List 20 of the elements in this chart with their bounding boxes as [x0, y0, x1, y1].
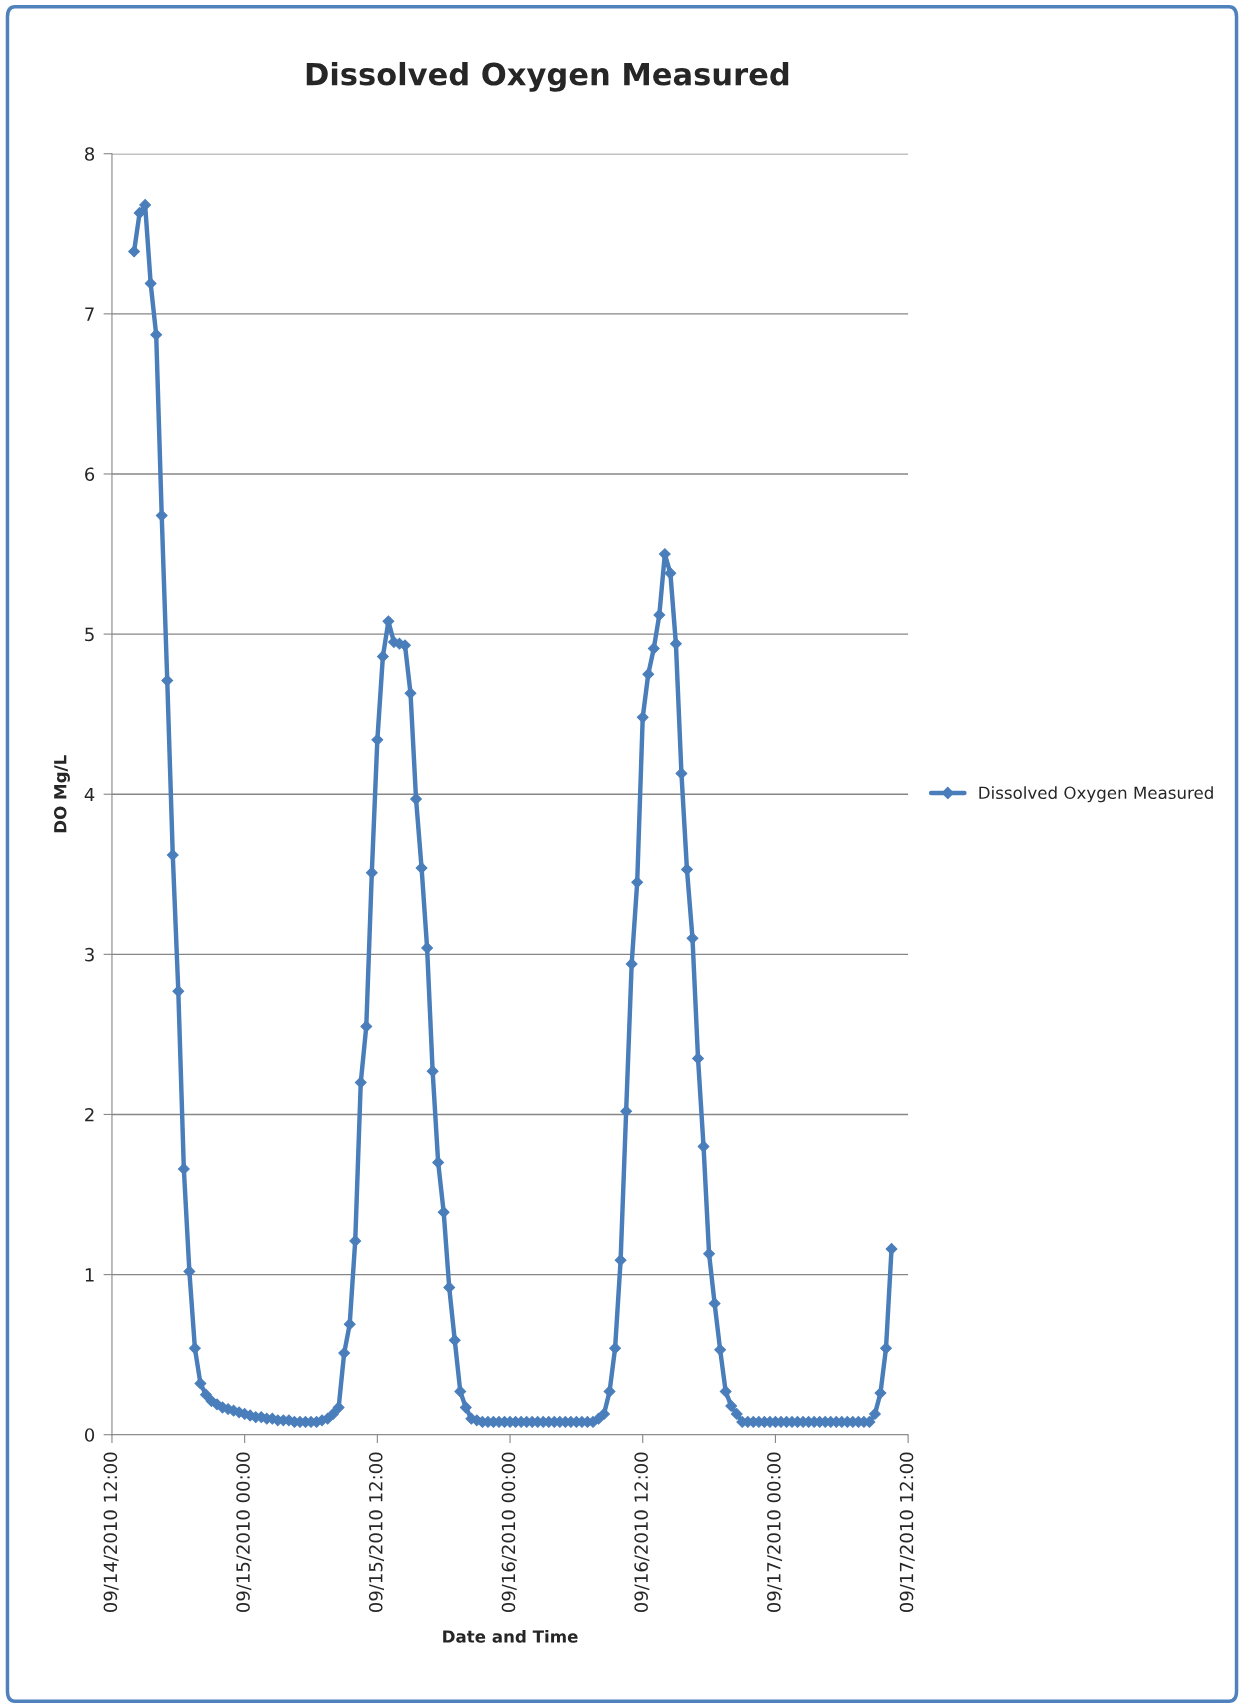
- y-tick-label: 8: [85, 147, 95, 161]
- y-tick-label: 1: [85, 1268, 94, 1282]
- x-tick-label: 09/17/2010 12:00: [899, 1452, 915, 1613]
- y-tick-label: 6: [85, 467, 95, 482]
- y-tick-label: 2: [85, 1107, 94, 1122]
- x-tick-label: 09/17/2010 00:00: [767, 1452, 783, 1613]
- legend-label: Dissolved Oxygen Measured: [979, 786, 1213, 803]
- y-tick-label: 0: [85, 1428, 95, 1442]
- x-axis-title: Date and Time: [443, 1629, 578, 1643]
- x-tick-label: 09/14/2010 12:00: [103, 1452, 119, 1613]
- y-tick-label: 4: [84, 787, 95, 802]
- x-tick-label: 09/16/2010 00:00: [501, 1452, 517, 1613]
- x-tick-label: 09/16/2010 12:00: [634, 1452, 650, 1613]
- x-tick-label: 09/15/2010 00:00: [236, 1452, 252, 1613]
- y-tick-label: 5: [85, 627, 94, 642]
- y-tick-label: 3: [85, 947, 94, 962]
- y-tick-label: 7: [85, 307, 94, 321]
- y-axis-title: DO Mg/L: [53, 755, 70, 833]
- chart-title: Dissolved Oxygen Measured: [306, 61, 789, 92]
- x-tick-label: 09/15/2010 12:00: [368, 1452, 384, 1613]
